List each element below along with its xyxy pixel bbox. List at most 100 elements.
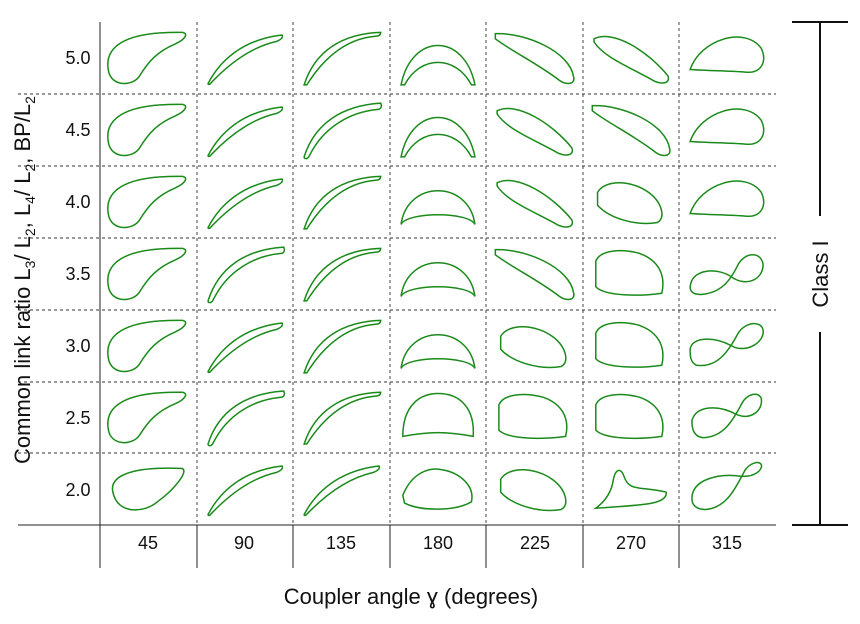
x-tick-45: 45 bbox=[138, 533, 158, 553]
coupler-curve-cell bbox=[501, 327, 566, 368]
horizontal-gridlines bbox=[18, 93, 776, 454]
x-tick-separators bbox=[196, 525, 680, 568]
coupler-curve bbox=[495, 34, 574, 84]
coupler-curve-cell bbox=[692, 463, 762, 510]
coupler-curve bbox=[112, 468, 183, 510]
y-tick-2-0: 2.0 bbox=[65, 480, 90, 500]
coupler-curve-cell bbox=[401, 46, 475, 85]
coupler-curve-cell bbox=[304, 392, 381, 444]
x-tick-labels: 45 90 135 180 225 270 315 bbox=[138, 533, 742, 553]
coupler-curve bbox=[108, 320, 186, 371]
coupler-curve-cell bbox=[304, 320, 381, 372]
coupler-curve bbox=[594, 37, 668, 83]
coupler-curve-cell bbox=[108, 104, 186, 155]
coupler-curve bbox=[497, 109, 572, 155]
coupler-curve bbox=[692, 463, 762, 510]
coupler-curve-cell bbox=[497, 109, 572, 155]
coupler-curve-cell bbox=[208, 323, 282, 372]
coupler-curve bbox=[208, 35, 282, 84]
coupler-curve bbox=[208, 466, 282, 515]
y-axis-title: Common link ratio L3/ L2, L4/ L2, BP/L2 bbox=[10, 96, 38, 464]
coupler-curve-cell bbox=[401, 118, 475, 157]
coupler-curve-cell bbox=[501, 470, 566, 511]
coupler-curve-cell bbox=[208, 179, 282, 228]
coupler-curve-cell bbox=[304, 103, 381, 159]
coupler-curve-cell bbox=[208, 35, 282, 84]
coupler-curve bbox=[208, 107, 282, 156]
coupler-curve bbox=[304, 248, 381, 300]
coupler-curve bbox=[208, 391, 284, 446]
x-tick-315: 315 bbox=[712, 533, 742, 553]
coupler-curve bbox=[401, 335, 475, 369]
coupler-curve bbox=[596, 470, 666, 508]
y-tick-4-5: 4.5 bbox=[65, 120, 90, 140]
coupler-curve bbox=[690, 324, 763, 366]
coupler-curve bbox=[108, 248, 186, 299]
coupler-curve bbox=[497, 181, 572, 227]
x-tick-135: 135 bbox=[326, 533, 356, 553]
coupler-curve bbox=[403, 394, 474, 437]
coupler-curve-cell bbox=[594, 37, 668, 83]
coupler-curves bbox=[108, 32, 764, 515]
coupler-curve-cell bbox=[108, 248, 186, 299]
coupler-curve bbox=[495, 250, 574, 300]
coupler-curve-cell bbox=[108, 176, 186, 227]
coupler-curve bbox=[403, 469, 472, 509]
x-tick-225: 225 bbox=[520, 533, 550, 553]
coupler-curve bbox=[596, 395, 663, 439]
coupler-curve bbox=[304, 392, 381, 444]
coupler-curve-cell bbox=[596, 395, 663, 439]
coupler-curve-cell bbox=[401, 263, 475, 297]
coupler-curve bbox=[304, 320, 381, 372]
coupler-curve-cell bbox=[401, 191, 475, 225]
coupler-curve-cell bbox=[208, 391, 284, 446]
coupler-curve-cell bbox=[108, 320, 186, 371]
coupler-curve bbox=[690, 255, 763, 295]
y-tick-5-0: 5.0 bbox=[65, 48, 90, 68]
coupler-curve-cell bbox=[596, 251, 663, 295]
coupler-curve-cell bbox=[208, 107, 282, 156]
coupler-curve-cell bbox=[596, 323, 663, 367]
coupler-curve-cell bbox=[598, 183, 662, 224]
vertical-gridlines bbox=[196, 22, 680, 525]
coupler-curve bbox=[592, 106, 670, 156]
coupler-curve-cell bbox=[108, 32, 186, 83]
y-tick-3-0: 3.0 bbox=[65, 336, 90, 356]
coupler-curve-cell bbox=[403, 469, 472, 509]
coupler-curve-cell bbox=[499, 395, 567, 439]
coupler-curve-cell bbox=[495, 250, 574, 300]
coupler-curve bbox=[598, 183, 662, 224]
coupler-curve-cell bbox=[208, 247, 284, 303]
coupler-curve bbox=[690, 37, 764, 72]
coupler-curve-cell bbox=[690, 109, 764, 144]
x-tick-180: 180 bbox=[423, 533, 453, 553]
y-tick-labels: 5.0 4.5 4.0 3.5 3.0 2.5 2.0 bbox=[65, 48, 90, 500]
y-tick-4-0: 4.0 bbox=[65, 192, 90, 212]
x-axis-title: Coupler angle ɣ (degrees) bbox=[284, 584, 538, 609]
coupler-curve bbox=[692, 394, 762, 437]
coupler-curve bbox=[108, 104, 186, 155]
coupler-curve bbox=[690, 109, 764, 144]
y-tick-3-5: 3.5 bbox=[65, 264, 90, 284]
coupler-curve bbox=[108, 32, 186, 83]
coupler-curve bbox=[304, 32, 381, 84]
coupler-curve bbox=[304, 176, 381, 228]
coupler-curve bbox=[304, 103, 381, 159]
class-label: Class I bbox=[808, 240, 833, 307]
coupler-curve-cell bbox=[497, 181, 572, 227]
x-tick-90: 90 bbox=[234, 533, 254, 553]
coupler-curve-cell bbox=[596, 470, 666, 508]
coupler-curve bbox=[596, 251, 663, 295]
coupler-curve-cell bbox=[592, 106, 670, 156]
coupler-curve-cell bbox=[690, 324, 763, 366]
coupler-curve-cell bbox=[403, 394, 474, 437]
grid bbox=[18, 22, 776, 568]
coupler-curve-cell bbox=[690, 255, 763, 295]
coupler-curve bbox=[499, 395, 567, 439]
coupler-curve-cell bbox=[208, 466, 282, 515]
coupler-curve bbox=[108, 176, 186, 227]
coupler-curve bbox=[401, 191, 475, 225]
coupler-curve bbox=[208, 247, 284, 303]
coupler-curve bbox=[304, 466, 379, 515]
